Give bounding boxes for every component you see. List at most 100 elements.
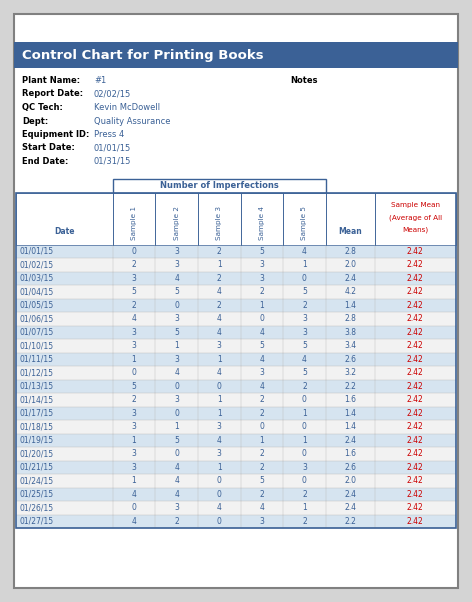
Bar xyxy=(198,193,241,244)
Text: 1: 1 xyxy=(132,355,136,364)
Text: 2.42: 2.42 xyxy=(407,503,424,512)
Text: 2: 2 xyxy=(260,449,264,458)
Bar xyxy=(375,193,456,244)
Bar xyxy=(113,193,155,244)
Text: 2.42: 2.42 xyxy=(407,341,424,350)
Text: 4: 4 xyxy=(132,490,136,498)
Text: Sample 5: Sample 5 xyxy=(302,206,307,241)
Text: 0: 0 xyxy=(174,409,179,418)
Text: 2.42: 2.42 xyxy=(407,247,424,256)
Text: 3: 3 xyxy=(174,260,179,269)
Text: 2: 2 xyxy=(260,409,264,418)
Text: Notes: Notes xyxy=(290,76,318,85)
Text: 01/13/15: 01/13/15 xyxy=(20,382,54,391)
Text: 0: 0 xyxy=(217,476,222,485)
Bar xyxy=(283,193,326,244)
Text: 0: 0 xyxy=(217,382,222,391)
Bar xyxy=(155,193,198,244)
Text: 2.42: 2.42 xyxy=(407,449,424,458)
Bar xyxy=(16,326,456,339)
Text: 3: 3 xyxy=(260,368,264,377)
Text: 2.8: 2.8 xyxy=(344,314,356,323)
Text: 0: 0 xyxy=(132,247,136,256)
Text: 2: 2 xyxy=(302,382,307,391)
Text: Sample 1: Sample 1 xyxy=(131,206,137,241)
Bar xyxy=(16,285,456,299)
Text: 3: 3 xyxy=(132,274,136,283)
Text: Sample Mean: Sample Mean xyxy=(391,202,440,208)
Text: 2.4: 2.4 xyxy=(344,503,356,512)
Text: 3: 3 xyxy=(260,517,264,526)
Text: Plant Name:: Plant Name: xyxy=(22,76,80,85)
Text: 0: 0 xyxy=(302,449,307,458)
Text: 5: 5 xyxy=(302,368,307,377)
Text: 2.42: 2.42 xyxy=(407,396,424,405)
Bar xyxy=(16,193,113,244)
Text: 1: 1 xyxy=(217,463,221,472)
Bar xyxy=(14,42,458,68)
Text: 3: 3 xyxy=(302,463,307,472)
Text: 01/01/15: 01/01/15 xyxy=(94,143,131,152)
Text: 5: 5 xyxy=(174,327,179,337)
Text: 01/06/15: 01/06/15 xyxy=(20,314,54,323)
Bar xyxy=(16,420,456,433)
Bar xyxy=(16,339,456,353)
Text: End Date:: End Date: xyxy=(22,157,68,166)
Bar xyxy=(16,258,456,272)
Text: 5: 5 xyxy=(260,247,264,256)
Text: 1.4: 1.4 xyxy=(344,409,356,418)
Text: 1: 1 xyxy=(302,503,307,512)
Text: 4: 4 xyxy=(174,490,179,498)
Text: 0: 0 xyxy=(132,503,136,512)
Text: 4: 4 xyxy=(217,327,222,337)
Text: 4: 4 xyxy=(217,287,222,296)
Text: 4: 4 xyxy=(302,247,307,256)
Text: 2.42: 2.42 xyxy=(407,409,424,418)
Text: 01/25/15: 01/25/15 xyxy=(20,490,54,498)
Text: 2: 2 xyxy=(260,287,264,296)
Text: 5: 5 xyxy=(132,382,136,391)
Text: 01/26/15: 01/26/15 xyxy=(20,503,54,512)
Text: (Average of All: (Average of All xyxy=(389,214,442,221)
Text: 2.42: 2.42 xyxy=(407,517,424,526)
Text: 0: 0 xyxy=(302,274,307,283)
Text: 01/31/15: 01/31/15 xyxy=(94,157,131,166)
Text: 1.4: 1.4 xyxy=(344,422,356,431)
Text: 2.0: 2.0 xyxy=(344,476,356,485)
Bar xyxy=(326,193,375,244)
Text: 0: 0 xyxy=(260,314,264,323)
Bar xyxy=(16,393,456,406)
Text: 1: 1 xyxy=(217,260,221,269)
Text: 4: 4 xyxy=(174,274,179,283)
Text: 2.42: 2.42 xyxy=(407,327,424,337)
Text: 3: 3 xyxy=(174,355,179,364)
Bar xyxy=(16,474,456,488)
Text: 4.2: 4.2 xyxy=(344,287,356,296)
Bar xyxy=(16,366,456,379)
Text: 1: 1 xyxy=(260,301,264,310)
Text: 4: 4 xyxy=(132,517,136,526)
Text: Equipment ID:: Equipment ID: xyxy=(22,130,89,139)
Text: 2.6: 2.6 xyxy=(344,355,356,364)
Text: 2.2: 2.2 xyxy=(344,382,356,391)
Text: 4: 4 xyxy=(174,463,179,472)
Text: 2.6: 2.6 xyxy=(344,463,356,472)
Text: 01/18/15: 01/18/15 xyxy=(20,422,54,431)
Text: 5: 5 xyxy=(174,436,179,445)
Text: 3: 3 xyxy=(174,247,179,256)
Text: 0: 0 xyxy=(302,476,307,485)
Bar xyxy=(113,179,326,193)
Text: 2: 2 xyxy=(132,396,136,405)
Text: Mean: Mean xyxy=(338,228,362,237)
Text: 2: 2 xyxy=(132,260,136,269)
Text: 0: 0 xyxy=(260,422,264,431)
Text: 0: 0 xyxy=(217,490,222,498)
Text: 2.42: 2.42 xyxy=(407,422,424,431)
Text: 4: 4 xyxy=(260,327,264,337)
Text: Control Chart for Printing Books: Control Chart for Printing Books xyxy=(22,49,264,61)
Text: Means): Means) xyxy=(402,226,429,233)
Bar xyxy=(16,515,456,528)
Text: 3: 3 xyxy=(217,449,222,458)
Text: 1: 1 xyxy=(132,436,136,445)
Text: 1: 1 xyxy=(132,476,136,485)
